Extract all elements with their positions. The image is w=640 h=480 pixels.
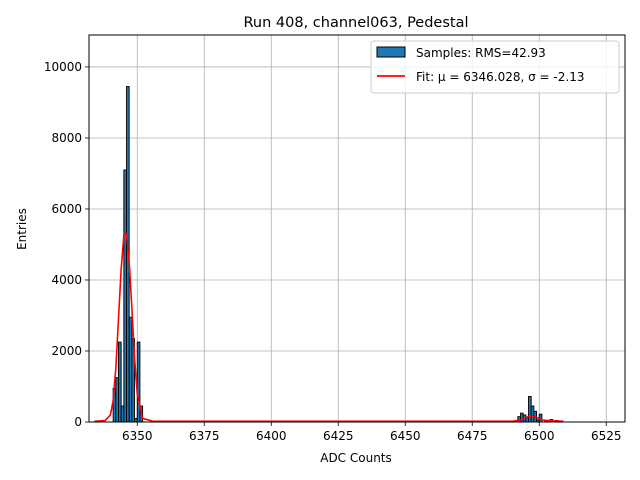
y-tick-label: 0 [74, 415, 82, 429]
y-tick-label: 10000 [44, 60, 82, 74]
legend: Samples: RMS=42.93 Fit: μ = 6346.028, σ … [370, 40, 620, 94]
y-axis-ticks: 0 2000 4000 6000 8000 10000 [44, 60, 89, 429]
x-tick-label: 6475 [457, 429, 488, 443]
x-tick-label: 6375 [189, 429, 220, 443]
chart-title: Run 408, channel063, Pedestal [243, 15, 468, 31]
fit-curve [94, 233, 564, 423]
y-axis-label: Entries [15, 208, 29, 250]
x-tick-label: 6350 [122, 429, 153, 443]
plot-frame [88, 34, 626, 423]
x-tick-label: 6425 [323, 429, 354, 443]
x-axis-label: ADC Counts [320, 451, 392, 465]
x-axis-ticks: 6350 6375 6400 6425 6450 6475 6500 6525 [122, 422, 622, 443]
x-tick-label: 6400 [256, 429, 287, 443]
y-tick-label: 2000 [51, 344, 82, 358]
legend-samples-swatch [376, 46, 406, 58]
legend-box [370, 40, 620, 94]
y-tick-label: 4000 [51, 273, 82, 287]
y-tick-label: 6000 [51, 202, 82, 216]
fit-curve-layer [94, 233, 564, 423]
x-tick-label: 6525 [591, 429, 622, 443]
y-tick-label: 8000 [51, 131, 82, 145]
legend-fit-label: Fit: μ = 6346.028, σ = -2.13 [416, 70, 584, 84]
x-tick-label: 6500 [524, 429, 555, 443]
x-tick-label: 6450 [390, 429, 421, 443]
legend-samples-label: Samples: RMS=42.93 [416, 46, 546, 60]
